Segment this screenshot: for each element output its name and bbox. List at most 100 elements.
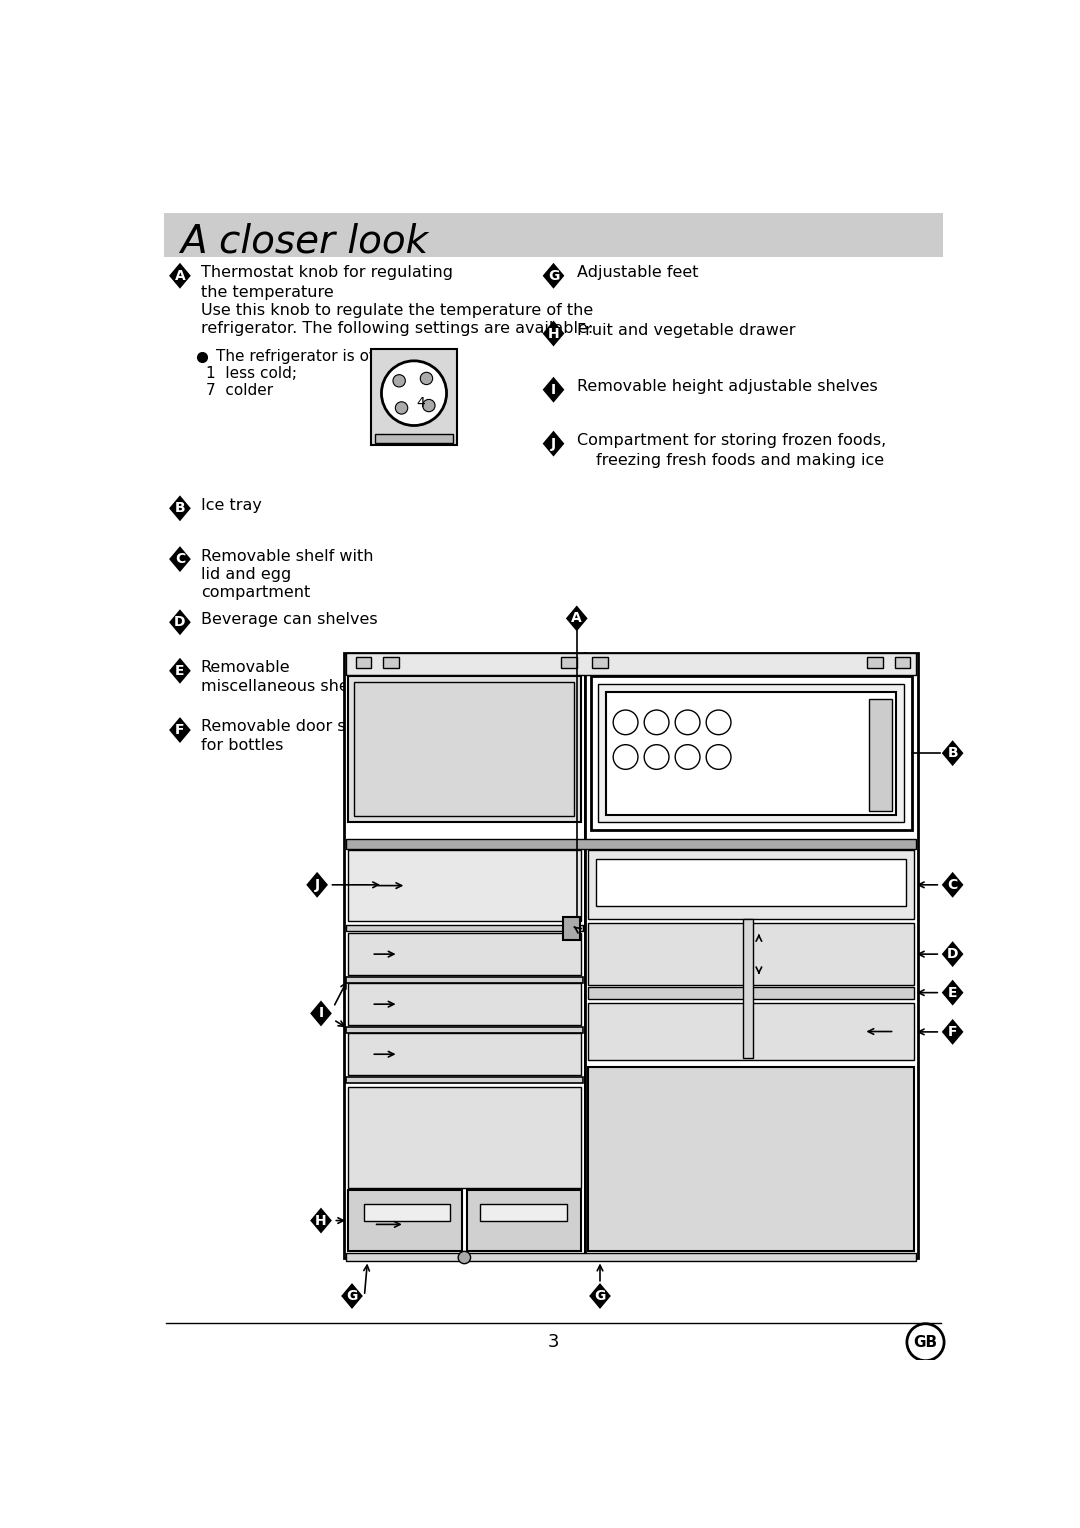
FancyBboxPatch shape (383, 657, 399, 668)
Text: Use this knob to regulate the temperature of the: Use this knob to regulate the temperatur… (201, 303, 593, 318)
FancyBboxPatch shape (348, 677, 581, 822)
Circle shape (395, 402, 408, 414)
Text: lid and egg: lid and egg (201, 567, 292, 582)
FancyBboxPatch shape (348, 850, 581, 921)
Polygon shape (170, 659, 191, 683)
Text: Beverage can shelves: Beverage can shelves (201, 611, 378, 626)
Circle shape (675, 744, 700, 769)
Text: D: D (174, 616, 186, 630)
Circle shape (675, 711, 700, 735)
Text: J: J (551, 437, 556, 451)
Text: A closer look: A closer look (180, 222, 428, 260)
Text: F: F (948, 1025, 957, 1039)
FancyBboxPatch shape (348, 983, 581, 1025)
FancyBboxPatch shape (596, 859, 906, 906)
Polygon shape (942, 941, 963, 967)
FancyBboxPatch shape (606, 692, 896, 814)
Circle shape (458, 1251, 471, 1264)
FancyBboxPatch shape (589, 923, 914, 986)
FancyBboxPatch shape (591, 677, 912, 830)
Circle shape (393, 374, 405, 387)
FancyBboxPatch shape (563, 917, 580, 940)
Text: miscellaneous shelf: miscellaneous shelf (201, 678, 359, 694)
FancyBboxPatch shape (592, 657, 608, 668)
Text: 7  colder: 7 colder (205, 384, 272, 397)
Text: B: B (175, 501, 186, 515)
Circle shape (422, 399, 435, 411)
Text: G: G (548, 269, 559, 283)
Circle shape (613, 744, 638, 769)
FancyBboxPatch shape (364, 1204, 450, 1221)
FancyBboxPatch shape (894, 657, 910, 668)
FancyBboxPatch shape (348, 1033, 581, 1076)
Circle shape (907, 1323, 944, 1361)
Polygon shape (542, 431, 565, 457)
Circle shape (613, 711, 638, 735)
Polygon shape (170, 495, 191, 521)
FancyBboxPatch shape (356, 657, 372, 668)
FancyBboxPatch shape (589, 850, 914, 920)
Polygon shape (170, 263, 191, 289)
Text: Removable: Removable (201, 660, 291, 675)
Text: G: G (347, 1290, 357, 1303)
FancyBboxPatch shape (869, 700, 892, 811)
Text: F: F (175, 723, 185, 736)
Text: The refrigerator is off;: The refrigerator is off; (216, 348, 386, 364)
FancyBboxPatch shape (348, 1190, 462, 1251)
FancyBboxPatch shape (346, 839, 916, 848)
FancyBboxPatch shape (346, 1077, 583, 1083)
Text: E: E (948, 986, 957, 999)
Polygon shape (310, 1207, 332, 1233)
Circle shape (420, 373, 433, 385)
Text: refrigerator. The following settings are available:: refrigerator. The following settings are… (201, 321, 593, 336)
Text: Compartment for storing frozen foods,: Compartment for storing frozen foods, (577, 432, 886, 448)
Polygon shape (542, 321, 565, 347)
Text: C: C (947, 877, 958, 892)
Polygon shape (942, 872, 963, 898)
Circle shape (644, 744, 669, 769)
Polygon shape (942, 979, 963, 1005)
FancyBboxPatch shape (562, 657, 577, 668)
FancyBboxPatch shape (743, 920, 753, 1057)
Polygon shape (542, 377, 565, 403)
Polygon shape (590, 1284, 611, 1309)
Polygon shape (566, 605, 588, 631)
Text: B: B (947, 746, 958, 759)
FancyBboxPatch shape (346, 652, 916, 675)
Text: C: C (175, 552, 185, 565)
Text: Ice tray: Ice tray (201, 498, 261, 513)
FancyBboxPatch shape (589, 1002, 914, 1060)
Polygon shape (310, 1001, 332, 1027)
Text: H: H (315, 1213, 327, 1227)
Text: GB: GB (914, 1335, 937, 1349)
Circle shape (706, 744, 731, 769)
FancyBboxPatch shape (354, 683, 575, 816)
Text: I: I (319, 1007, 324, 1021)
FancyBboxPatch shape (480, 1204, 567, 1221)
FancyBboxPatch shape (467, 1190, 581, 1251)
FancyBboxPatch shape (589, 987, 914, 999)
Text: 3: 3 (548, 1334, 559, 1351)
Polygon shape (170, 545, 191, 571)
Text: E: E (175, 663, 185, 678)
FancyBboxPatch shape (348, 932, 581, 975)
FancyBboxPatch shape (589, 1067, 914, 1251)
FancyBboxPatch shape (346, 978, 583, 984)
Text: 4: 4 (416, 396, 424, 410)
FancyBboxPatch shape (348, 1086, 581, 1189)
FancyBboxPatch shape (375, 434, 453, 443)
FancyBboxPatch shape (598, 685, 904, 822)
FancyBboxPatch shape (584, 652, 918, 1258)
Text: freezing fresh foods and making ice: freezing fresh foods and making ice (596, 454, 885, 468)
FancyBboxPatch shape (164, 212, 943, 257)
Text: Removable shelf with: Removable shelf with (201, 549, 374, 564)
Text: Removable height adjustable shelves: Removable height adjustable shelves (577, 379, 877, 394)
Text: for bottles: for bottles (201, 738, 283, 753)
Text: Thermostat knob for regulating: Thermostat knob for regulating (201, 266, 453, 280)
Text: compartment: compartment (201, 585, 310, 599)
FancyBboxPatch shape (372, 348, 457, 445)
Text: the temperature: the temperature (201, 286, 334, 299)
Text: A: A (175, 269, 186, 283)
Text: I: I (551, 382, 556, 397)
Text: D: D (947, 947, 958, 961)
